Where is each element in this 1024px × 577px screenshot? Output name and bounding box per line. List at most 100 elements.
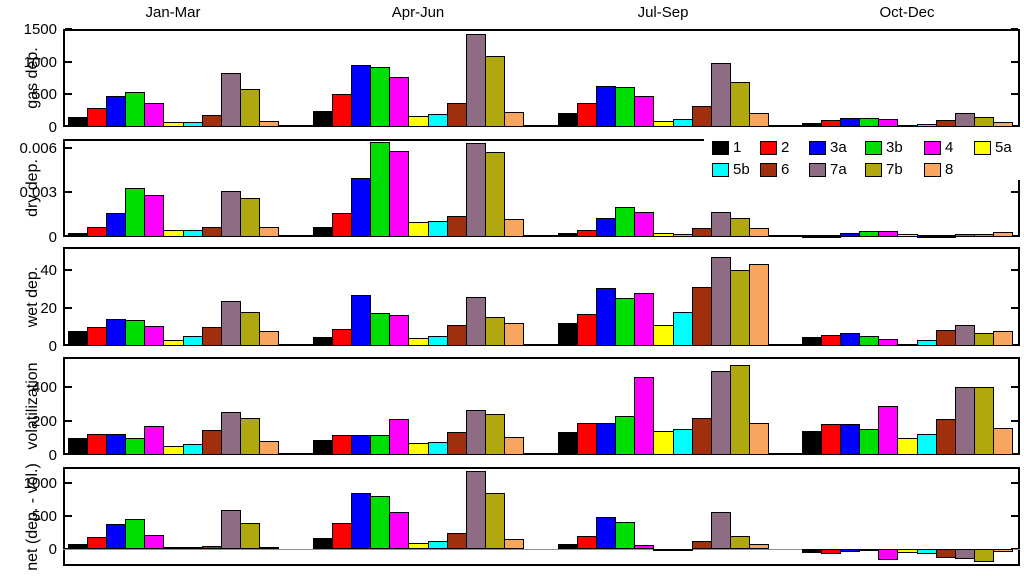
bar-oct-dec-series-3a (840, 548, 861, 553)
bar-jul-sep-series-7b (729, 81, 750, 127)
bar-apr-jun-series-7b (484, 152, 505, 237)
bar-jul-sep-series-1 (558, 112, 579, 127)
bar-jan-mar-series-7b (239, 311, 260, 346)
column-title-oct-dec: Oct-Dec (879, 4, 935, 21)
bar-apr-jun-series-7a (465, 143, 486, 237)
bar-jan-mar-series-7b (239, 418, 260, 455)
column-title-apr-jun: Apr-Jun (391, 4, 445, 21)
legend-swatch-3a (809, 141, 826, 155)
bar-jul-sep-series-4 (634, 292, 655, 346)
y-tick-left (65, 482, 72, 485)
bar-jan-mar-series-3a (106, 95, 127, 127)
column-title-jul-sep: Jul-Sep (637, 4, 689, 21)
bar-jul-sep-series-3b (615, 522, 636, 549)
legend-swatch-1 (712, 141, 729, 155)
bar-jul-sep-series-7b (729, 217, 750, 237)
bar-jul-sep-series-5a (653, 548, 674, 552)
y-tick-left (65, 146, 72, 149)
bar-jan-mar-series-3a (106, 213, 127, 237)
bar-apr-jun-series-1 (313, 226, 334, 237)
bar-apr-jun-series-1 (313, 110, 334, 127)
bar-apr-jun-series-8 (503, 219, 524, 237)
y-tick-label: 400 (31, 378, 57, 396)
bar-oct-dec-series-3b (859, 335, 880, 346)
bar-oct-dec-series-4 (878, 119, 899, 127)
y-tick-left (65, 385, 72, 388)
bar-oct-dec-series-4 (878, 405, 899, 455)
bar-apr-jun-series-3b (370, 495, 391, 549)
bar-oct-dec-series-3a (840, 117, 861, 127)
bar-jan-mar-series-7b (239, 523, 260, 549)
bar-jan-mar-series-6 (201, 430, 222, 455)
bar-jul-sep-series-5a (653, 121, 674, 127)
bar-oct-dec-series-7a (954, 233, 975, 237)
bar-jul-sep-series-4 (634, 95, 655, 127)
bar-apr-jun-series-5b (427, 541, 448, 549)
bar-apr-jun-series-5b (427, 335, 448, 346)
bar-jan-mar-series-3a (106, 524, 127, 549)
bar-oct-dec-series-3a (840, 424, 861, 455)
bar-jan-mar-series-6 (201, 226, 222, 237)
bar-jan-mar-series-5a (163, 340, 184, 346)
bar-jan-mar-series-5b (182, 547, 203, 550)
bar-jul-sep-series-8 (748, 112, 769, 127)
bar-jan-mar-series-8 (258, 547, 279, 550)
bar-apr-jun-series-8 (503, 539, 524, 549)
bar-jul-sep-series-3a (596, 287, 617, 346)
bar-oct-dec-series-5a (897, 234, 918, 237)
bar-apr-jun-series-5a (408, 443, 429, 455)
bar-jul-sep-series-2 (577, 536, 598, 549)
bar-oct-dec-series-4 (878, 231, 899, 237)
bar-jul-sep-series-3a (596, 86, 617, 127)
y-tick-right (1011, 93, 1018, 96)
bar-oct-dec-series-8 (992, 232, 1013, 237)
y-tick-right (1011, 515, 1018, 518)
bar-oct-dec-series-7a (954, 325, 975, 346)
bar-oct-dec-series-3b (859, 117, 880, 127)
bar-oct-dec-series-5a (897, 124, 918, 127)
bar-jan-mar-series-4 (144, 102, 165, 127)
bar-jul-sep-series-6 (691, 541, 712, 549)
y-tick-label: 500 (31, 508, 57, 526)
y-tick-label: 0 (48, 540, 57, 558)
legend-label: 7b (886, 161, 903, 178)
bar-oct-dec-series-2 (821, 235, 842, 238)
bar-jan-mar-series-3b (125, 188, 146, 237)
y-tick-left (65, 28, 72, 30)
bar-oct-dec-series-7a (954, 386, 975, 455)
bar-jul-sep-series-5a (653, 325, 674, 346)
bar-apr-jun-series-7a (465, 296, 486, 346)
legend-label: 1 (733, 139, 742, 156)
bar-jan-mar-series-5b (182, 121, 203, 127)
bar-jul-sep-series-2 (577, 313, 598, 346)
bar-jan-mar-series-7a (220, 190, 241, 237)
bar-apr-jun-series-6 (446, 431, 467, 455)
bar-jul-sep-series-3b (615, 87, 636, 127)
bar-jan-mar-series-1 (68, 116, 89, 127)
bar-jan-mar-series-7a (220, 73, 241, 127)
bar-apr-jun-series-7b (484, 317, 505, 346)
bar-oct-dec-series-1 (802, 337, 823, 346)
bar-jul-sep-series-7a (710, 256, 731, 346)
bar-apr-jun-series-5b (427, 442, 448, 455)
legend-swatch-3b (865, 141, 882, 155)
bar-jan-mar-series-6 (201, 114, 222, 127)
bar-oct-dec-series-7b (973, 116, 994, 127)
bar-apr-jun-series-6 (446, 325, 467, 346)
bar-jan-mar-series-5b (182, 335, 203, 346)
bar-jan-mar-series-6 (201, 545, 222, 549)
bar-jul-sep-series-5a (653, 232, 674, 237)
bar-apr-jun-series-7b (484, 55, 505, 127)
y-tick-label: 0.003 (19, 184, 57, 202)
y-tick-label: 40 (40, 261, 57, 279)
bar-oct-dec-series-6 (935, 329, 956, 346)
bar-jul-sep-series-7a (710, 512, 731, 549)
bar-oct-dec-series-5b (916, 548, 937, 555)
bar-oct-dec-series-6 (935, 548, 956, 558)
bar-oct-dec-series-1 (802, 548, 823, 553)
bar-jan-mar-series-1 (68, 437, 89, 455)
legend-swatch-5b (712, 163, 729, 177)
y-tick-label: 1000 (23, 53, 57, 71)
bar-jul-sep-series-5b (672, 548, 693, 551)
legend-label: 5b (733, 161, 750, 178)
